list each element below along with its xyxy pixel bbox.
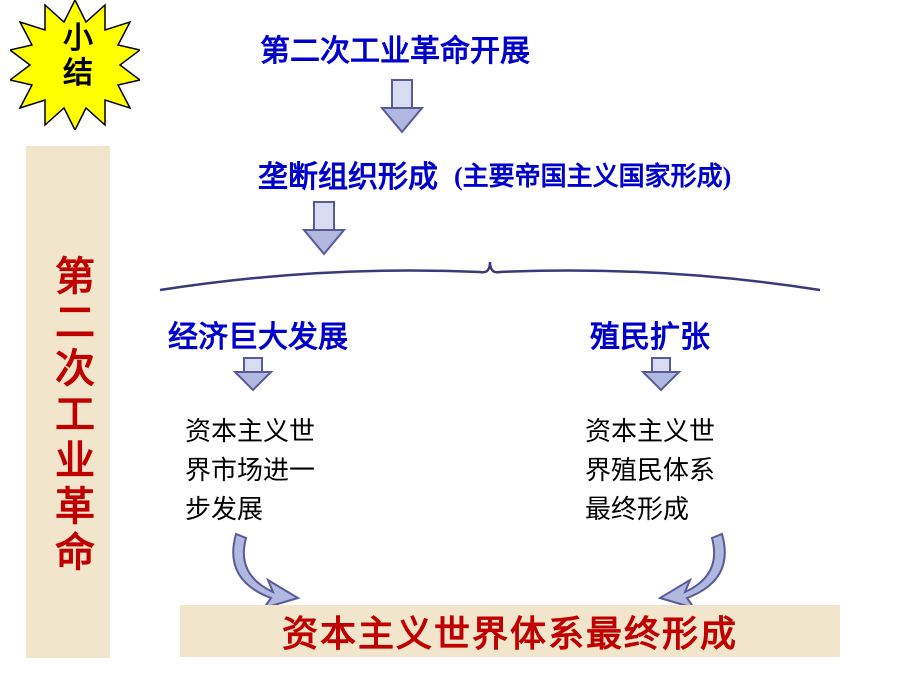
starburst-char1: 小结 [63,22,93,91]
bottom-bar: 资本主义世界体系最终形成 [180,605,840,657]
right-result-line1: 资本主义世 [585,412,715,451]
starburst-badge: 小结 [10,0,140,130]
node-monopoly-main: 垄断组织形成 [258,152,438,196]
right-result: 资本主义世 界殖民体系 最终形成 [585,412,715,529]
arrow-right-small [640,356,682,399]
left-result-line3: 步发展 [185,490,315,529]
curved-arrow-left [228,530,318,615]
right-result-line3: 最终形成 [585,490,715,529]
curved-arrow-right [640,530,730,615]
node-right-branch: 殖民扩张 [590,312,710,356]
arrow-1 [378,78,426,141]
bracket-divider [150,260,830,305]
left-result-line2: 界市场进一 [185,451,315,490]
arrow-left-small [232,356,274,399]
left-result-line1: 资本主义世 [185,412,315,451]
right-result-line2: 界殖民体系 [585,451,715,490]
starburst-text: 小结 [63,22,93,91]
node-monopoly-sub: (主要帝国主义国家形成) [454,156,731,193]
bottom-text: 资本主义世界体系最终形成 [282,605,738,657]
left-result: 资本主义世 界市场进一 步发展 [185,412,315,529]
side-label: 第二次工业革命 [42,255,100,577]
node-top: 第二次工业革命开展 [260,26,530,70]
arrow-2 [300,200,348,263]
node-left-branch: 经济巨大发展 [168,312,348,356]
